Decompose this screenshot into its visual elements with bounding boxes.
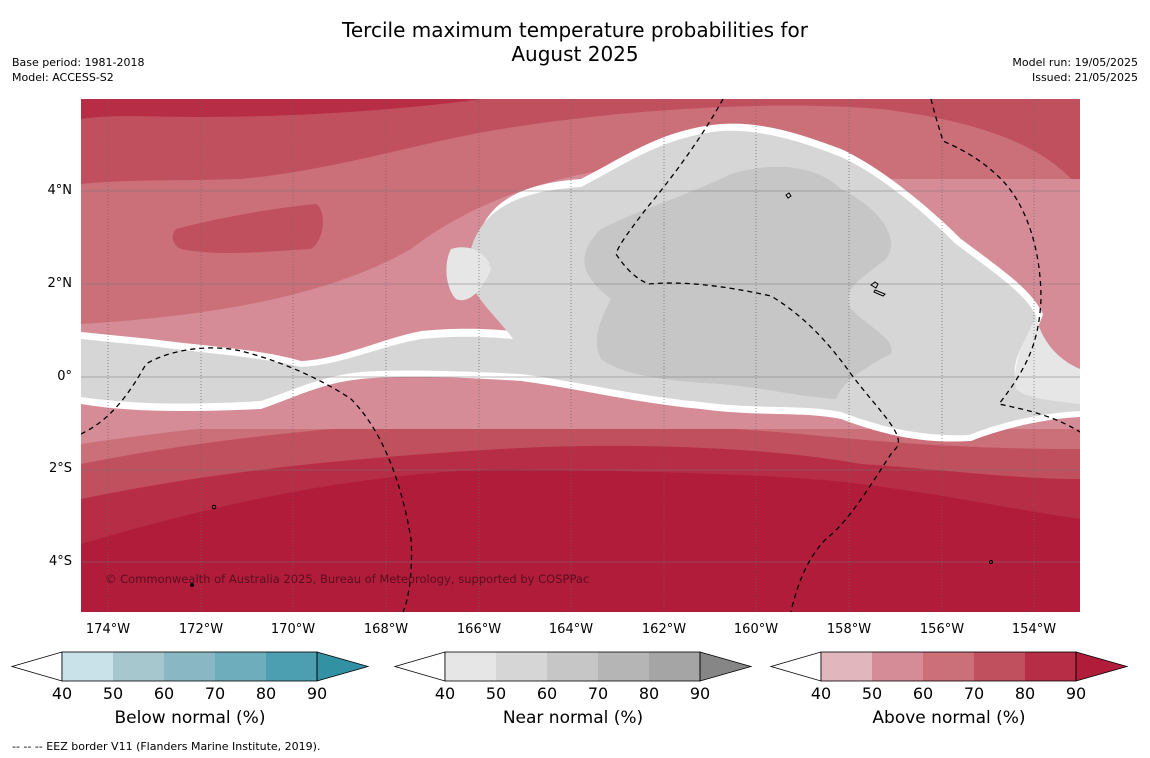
colorbar-above-normal-lower-arrow bbox=[769, 651, 822, 682]
lat-tick-2s: 2°S bbox=[48, 461, 72, 476]
colorbar-below-normal: 40 50 60 70 80 90 Below normal (%) bbox=[10, 651, 370, 741]
model-run-date: Model run: 19/05/2025 bbox=[1012, 56, 1138, 69]
colorbar-above-normal-swatch-70 bbox=[974, 652, 1025, 681]
colorbar-below-normal-label: Below normal (%) bbox=[114, 708, 266, 728]
colorbar-above-normal-swatch-60 bbox=[923, 652, 974, 681]
colorbar-below-normal-tick-40: 40 bbox=[51, 684, 73, 703]
lon-tick-166w: 166°W bbox=[456, 622, 502, 637]
colorbar-below-normal-tick-50: 50 bbox=[102, 684, 124, 703]
eez-border-footnote: -- -- -- EEZ border V11 (Flanders Marine… bbox=[12, 740, 321, 753]
island-c bbox=[190, 583, 194, 587]
colorbar-above-normal-label: Above normal (%) bbox=[872, 708, 1026, 728]
colorbar-below-normal-swatch-80 bbox=[266, 652, 317, 681]
colorbar-near-normal-swatch-40 bbox=[445, 652, 496, 681]
lon-tick-160w: 160°W bbox=[733, 622, 779, 637]
colorbar-below-normal-upper-arrow bbox=[316, 651, 370, 682]
island-d bbox=[989, 560, 993, 564]
island-cluster bbox=[870, 281, 886, 297]
map-title-line-1: Tercile maximum temperature probabilitie… bbox=[342, 18, 808, 42]
colorbar-near-normal-tick-80: 80 bbox=[638, 684, 660, 703]
latitude-gridlines bbox=[81, 190, 1080, 563]
colorbar-near-normal-tick-70: 70 bbox=[587, 684, 609, 703]
map-title-line-2: August 2025 bbox=[511, 42, 639, 66]
colorbar-below-normal-swatch-60 bbox=[164, 652, 215, 681]
colorbar-below-normal-tick-70: 70 bbox=[204, 684, 226, 703]
islands bbox=[190, 192, 993, 587]
near-normal-60-region bbox=[584, 166, 892, 399]
colorbar-below-normal-swatch-50 bbox=[113, 652, 164, 681]
colorbar-above-normal-swatch-80 bbox=[1025, 652, 1076, 681]
colorbar-below-normal-tick-80: 80 bbox=[255, 684, 277, 703]
run-info-right: Model run: 19/05/2025 Issued: 21/05/2025 bbox=[1012, 55, 1138, 85]
copyright-notice: © Commonwealth of Australia 2025, Bureau… bbox=[105, 572, 590, 586]
lon-tick-156w: 156°W bbox=[919, 622, 965, 637]
probability-contours bbox=[81, 99, 1080, 612]
above-normal-70-band-north bbox=[81, 99, 1080, 189]
above-normal-80-band-north bbox=[81, 99, 481, 119]
colorbar-near-normal-swatch-70 bbox=[598, 652, 649, 681]
colorbar-near-normal-lower-arrow bbox=[393, 651, 446, 682]
lat-tick-2n: 2°N bbox=[47, 276, 73, 291]
near-normal-40-patch bbox=[446, 247, 491, 301]
colorbar-near-normal-swatches bbox=[393, 651, 753, 682]
colorbar-below-normal-tick-90: 90 bbox=[306, 684, 328, 703]
lon-tick-170w: 170°W bbox=[270, 622, 316, 637]
colorbar-below-normal-swatch-40 bbox=[62, 652, 113, 681]
colorbar-near-normal-label: Near normal (%) bbox=[502, 708, 644, 728]
eez-border-central bbox=[615, 99, 899, 612]
above-normal-70-patch bbox=[172, 204, 323, 254]
issued-date: Issued: 21/05/2025 bbox=[1031, 71, 1138, 84]
colorbar-above-normal-tick-90: 90 bbox=[1065, 684, 1087, 703]
run-info-left: Base period: 1981-2018 Model: ACCESS-S2 bbox=[12, 55, 144, 85]
colorbar-near-normal-swatch-80 bbox=[649, 652, 700, 681]
island-b bbox=[211, 504, 217, 510]
colorbar-near-normal-tick-50: 50 bbox=[485, 684, 507, 703]
lon-tick-168w: 168°W bbox=[363, 622, 409, 637]
lon-tick-158w: 158°W bbox=[826, 622, 872, 637]
colorbar-near-normal-upper-arrow bbox=[699, 651, 753, 682]
near-normal-40-patch-east bbox=[1015, 316, 1080, 404]
colorbar-below-normal-tick-60: 60 bbox=[153, 684, 175, 703]
colorbar-above-normal-tick-50: 50 bbox=[861, 684, 883, 703]
colorbar-near-normal-swatch-50 bbox=[496, 652, 547, 681]
colorbar-near-normal-frame bbox=[444, 651, 701, 682]
lat-tick-4n: 4°N bbox=[47, 183, 73, 198]
colorbar-above-normal-tick-80: 80 bbox=[1014, 684, 1036, 703]
colorbar-near-normal-tick-60: 60 bbox=[536, 684, 558, 703]
colorbar-near-normal-tick-90: 90 bbox=[689, 684, 711, 703]
colorbar-above-normal-swatch-40 bbox=[821, 652, 872, 681]
colorbar-above-normal-swatches bbox=[769, 651, 1129, 682]
base-period: Base period: 1981-2018 bbox=[12, 56, 145, 69]
probability-map: © Commonwealth of Australia 2025, Bureau… bbox=[81, 99, 1080, 612]
island-a bbox=[785, 192, 792, 199]
lon-tick-164w: 164°W bbox=[548, 622, 594, 637]
eez-border-west bbox=[81, 347, 413, 612]
colorbar-near-normal-tick-40: 40 bbox=[434, 684, 456, 703]
colorbar-below-normal-frame bbox=[61, 651, 318, 682]
lat-tick-4s: 4°S bbox=[48, 554, 72, 569]
colorbar-above-normal-tick-40: 40 bbox=[810, 684, 832, 703]
colorbar-above-normal-tick-60: 60 bbox=[912, 684, 934, 703]
lon-tick-172w: 172°W bbox=[178, 622, 224, 637]
colorbar-near-normal-swatch-60 bbox=[547, 652, 598, 681]
colorbar-below-normal-swatch-70 bbox=[215, 652, 266, 681]
colorbar-above-normal-upper-arrow bbox=[1075, 651, 1129, 682]
colorbar-above-normal-frame bbox=[820, 651, 1077, 682]
model-name: Model: ACCESS-S2 bbox=[12, 71, 114, 84]
eez-borders bbox=[81, 99, 1080, 612]
map-title: Tercile maximum temperature probabilitie… bbox=[0, 18, 1150, 66]
lon-tick-174w: 174°W bbox=[85, 622, 131, 637]
lat-tick-0: 0° bbox=[57, 369, 72, 384]
colorbar-above-normal-swatch-50 bbox=[872, 652, 923, 681]
colorbar-below-normal-swatches bbox=[10, 651, 370, 682]
colorbar-above-normal-tick-70: 70 bbox=[963, 684, 985, 703]
colorbar-below-normal-lower-arrow bbox=[10, 651, 63, 682]
colorbar-near-normal: 40 50 60 70 80 90 Near normal (%) bbox=[393, 651, 753, 741]
colorbar-above-normal: 40 50 60 70 80 90 Above normal (%) bbox=[769, 651, 1129, 741]
lon-tick-162w: 162°W bbox=[641, 622, 687, 637]
lon-tick-154w: 154°W bbox=[1011, 622, 1057, 637]
